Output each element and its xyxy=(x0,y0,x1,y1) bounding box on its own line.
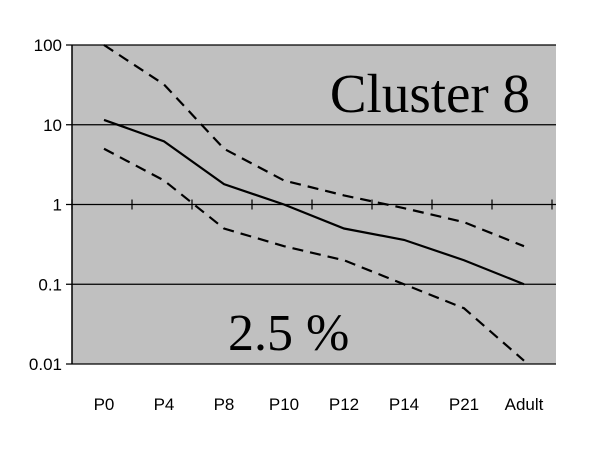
percent-annotation: 2.5 % xyxy=(228,305,349,362)
series-line-0 xyxy=(103,118,525,286)
series-line-1 xyxy=(103,44,525,248)
y-tick-label: 1 xyxy=(53,196,62,215)
x-axis-ticks xyxy=(71,199,553,210)
x-tick-label: P14 xyxy=(389,395,419,414)
x-tick-label: P12 xyxy=(329,395,359,414)
y-tick-label: 0.01 xyxy=(29,355,62,374)
x-tick-label: P4 xyxy=(154,395,175,414)
x-axis-tick-labels: P0 P4 P8 P10 P12 P14 P21 Adult xyxy=(94,395,544,414)
y-tick-label: 10 xyxy=(43,116,62,135)
x-tick-label: P21 xyxy=(449,395,479,414)
series-line-2 xyxy=(103,147,525,362)
y-tick-label: 100 xyxy=(34,36,62,55)
y-tick-label: 0.1 xyxy=(38,275,62,294)
series-group xyxy=(103,44,525,362)
x-tick-label: P10 xyxy=(269,395,299,414)
cluster-annotation: Cluster 8 xyxy=(330,63,530,124)
x-tick-label: P8 xyxy=(214,395,235,414)
y-axis-tick-labels: 100 10 1 0.1 0.01 xyxy=(29,36,62,374)
x-tick-label: P0 xyxy=(94,395,115,414)
x-tick-label: Adult xyxy=(505,395,544,414)
